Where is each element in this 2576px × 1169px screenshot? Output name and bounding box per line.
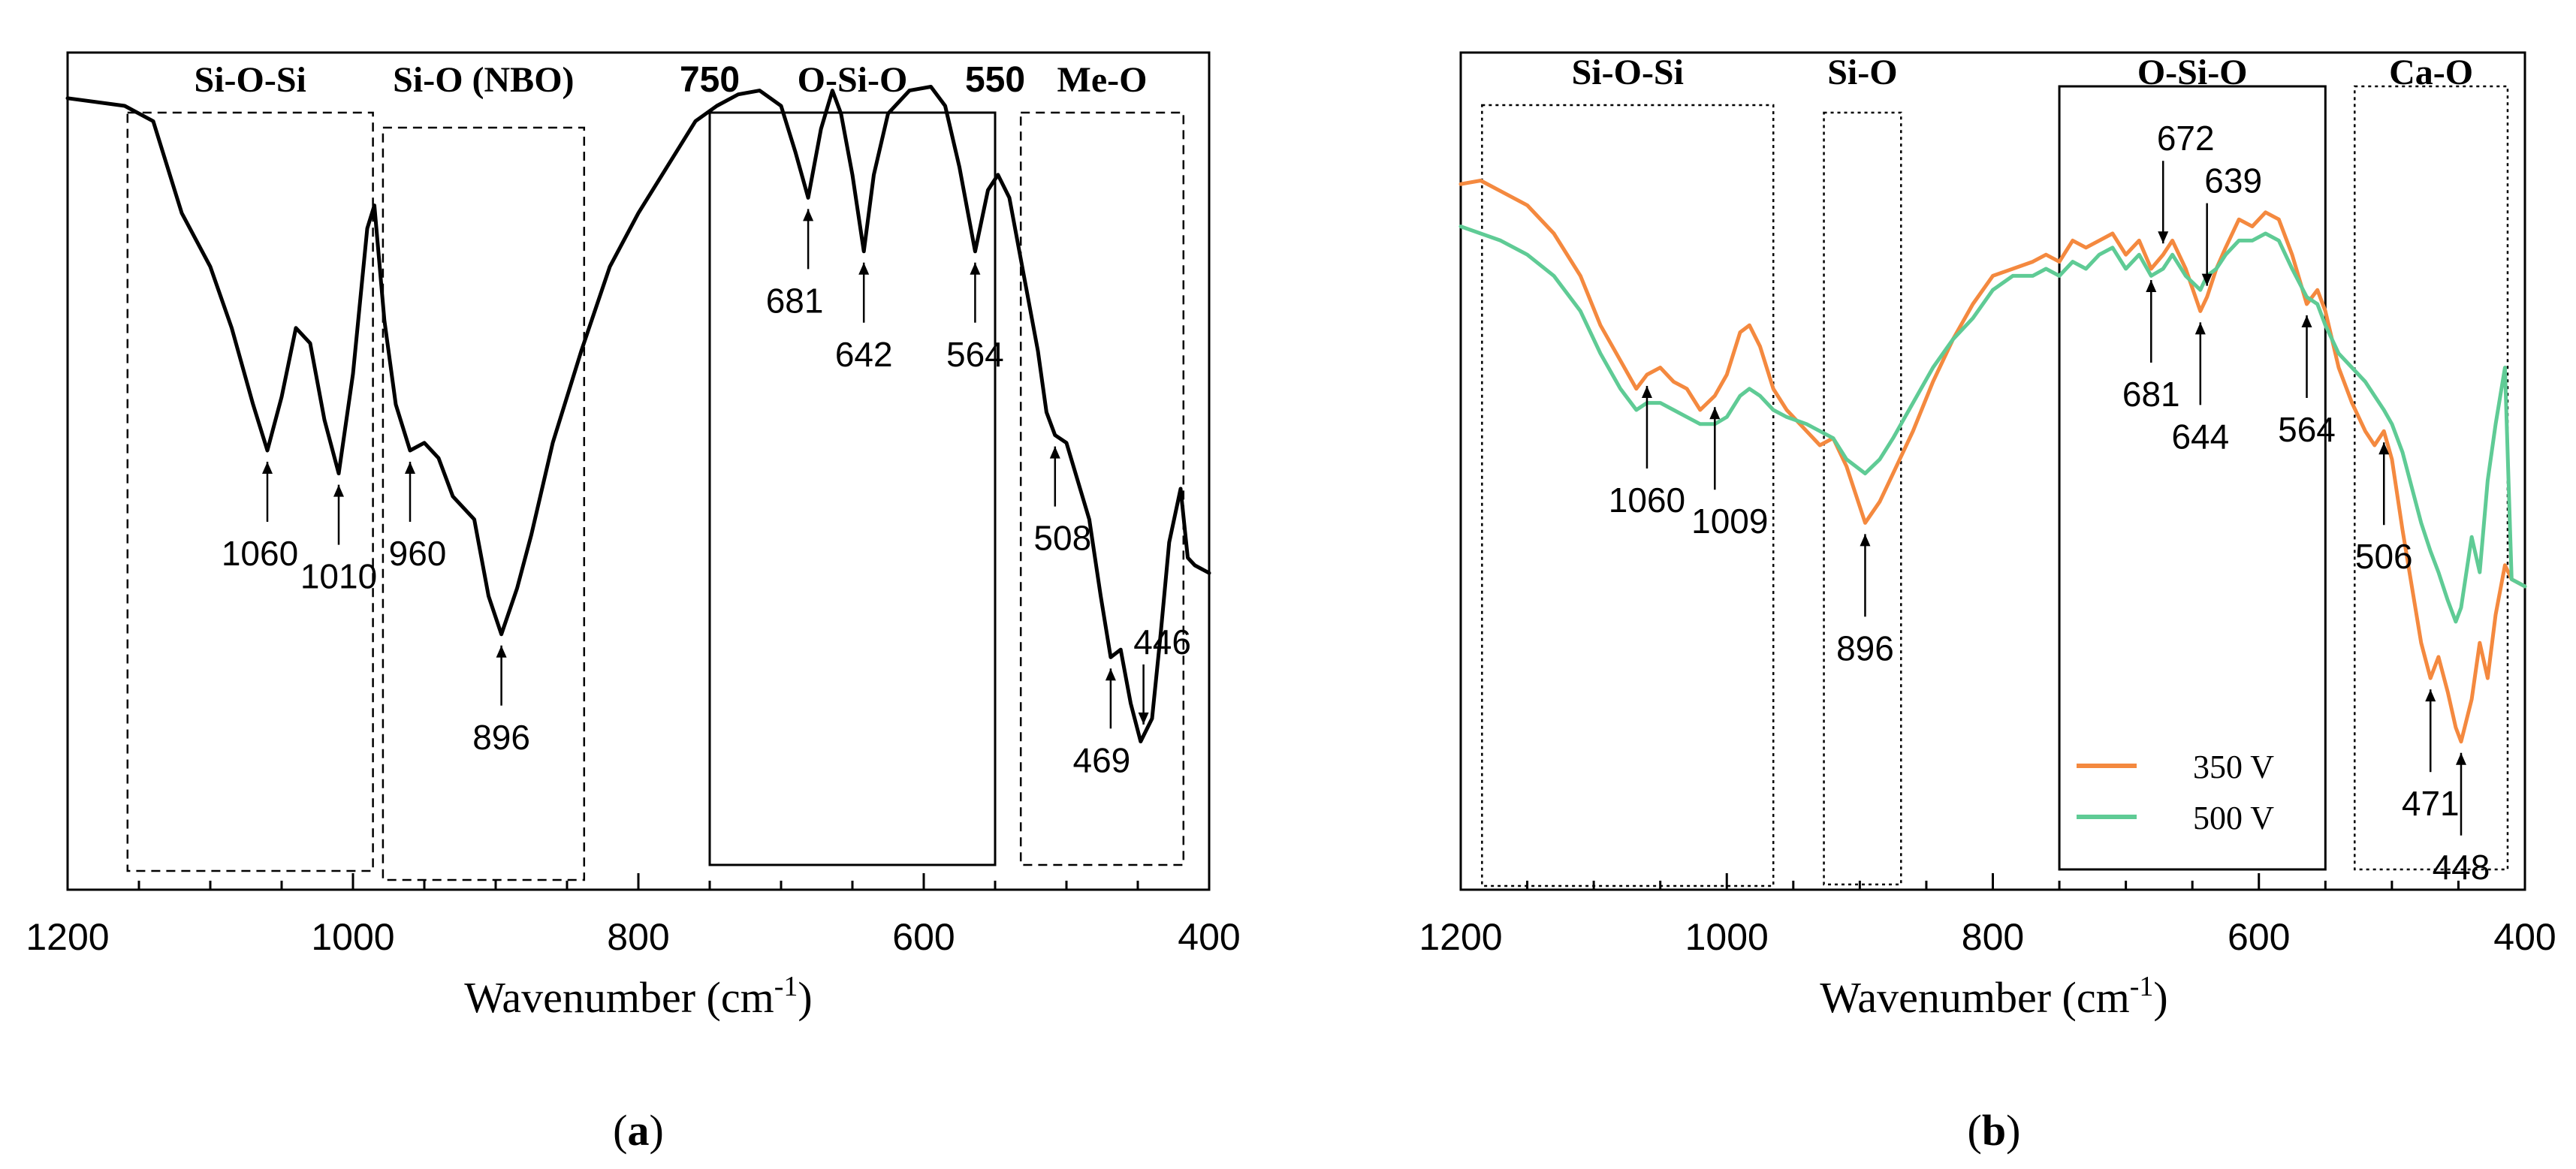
peak-label: 446 <box>1133 622 1191 661</box>
peak-arrowhead <box>2455 752 2466 765</box>
x-tick-label: 1000 <box>311 916 394 958</box>
peak-arrowhead <box>2146 280 2157 292</box>
series-line-spectrum <box>65 85 1211 744</box>
peak-arrowhead <box>262 462 273 474</box>
peak-label: 1009 <box>1691 502 1768 541</box>
region-box-si-o-nbo- <box>382 126 586 881</box>
x-tick-label: 800 <box>607 916 669 958</box>
peak-label: 471 <box>2402 784 2460 823</box>
region-label-ca-o: Ca-O <box>2389 53 2473 92</box>
x-tick-label: 1000 <box>1685 916 1769 958</box>
region-label-si-o: Si-O <box>1827 53 1897 92</box>
peak-arrowhead <box>2201 273 2213 286</box>
panel-b-x-ticks: 1200 1000 800 600 400 <box>1419 873 2556 958</box>
peak-arrowhead <box>1709 407 1721 420</box>
peak-arrowhead <box>970 262 981 275</box>
x-tick-label: 600 <box>892 916 955 958</box>
region-box-si-o-si <box>1481 104 1775 887</box>
region-edge-label: 550 <box>965 60 1025 100</box>
region-box-o-si-o <box>708 111 997 866</box>
peak-arrowhead <box>2158 231 2169 244</box>
x-tick-label: 1200 <box>26 916 109 958</box>
region-edge-label: 750 <box>680 60 740 100</box>
panel-b-regions: Si-O-Si Si-O O-Si-O Ca-O <box>1481 53 2509 887</box>
x-tick-label: 1200 <box>1419 916 1502 958</box>
peak-arrowhead <box>1138 712 1149 725</box>
peak-label: 564 <box>2278 410 2336 449</box>
region-label-o-si-o: O-Si-O <box>798 60 908 100</box>
panel-a-regions: Si-O-Si Si-O (NBO) O-Si-O 750 550 Me-O <box>126 60 1185 881</box>
peak-label: 644 <box>2171 417 2229 456</box>
region-box-ca-o <box>2354 85 2509 871</box>
peak-arrowhead <box>858 262 870 275</box>
peak-arrowhead <box>1641 386 1652 398</box>
peak-arrowhead <box>2378 442 2390 455</box>
peak-label: 448 <box>2433 848 2490 887</box>
peak-arrowhead <box>1860 534 1871 547</box>
x-tick-label: 600 <box>2228 916 2290 958</box>
peak-arrowhead <box>1049 446 1060 459</box>
panel-b-series <box>1458 179 2527 744</box>
region-box-si-o <box>1823 111 1902 886</box>
peak-label: 642 <box>835 335 893 374</box>
peak-arrowhead <box>2194 322 2206 335</box>
peak-label: 896 <box>1836 628 1894 667</box>
panel-b-frame <box>1459 51 2526 891</box>
legend-label-500v: 500 V <box>2193 800 2274 836</box>
panel-b-legend: 350 V 500 V <box>2077 749 2274 836</box>
region-box-o-si-o <box>2058 85 2327 871</box>
x-tick-label: 400 <box>2493 916 2556 958</box>
peak-arrowhead <box>405 462 415 474</box>
peak-label: 639 <box>2204 161 2262 200</box>
panel-a-label: (a) <box>613 1106 664 1155</box>
region-box-si-o-si <box>126 111 374 872</box>
series-line-350-v <box>1458 179 2527 744</box>
peak-label: 960 <box>389 534 447 573</box>
legend-label-350v: 350 V <box>2193 749 2274 785</box>
peak-label: 564 <box>946 335 1004 374</box>
series-line-500-v <box>1458 224 2527 624</box>
panel-a-x-axis-title: Wavenumber (cm-1) <box>464 971 812 1022</box>
peak-label: 672 <box>2157 119 2215 158</box>
region-label-me-o: Me-O <box>1057 60 1148 100</box>
panel-b: Si-O-Si Si-O O-Si-O Ca-O 106010098966816726… <box>1419 51 2556 1155</box>
peak-arrowhead <box>803 209 814 221</box>
region-label-si-o-nbo-: Si-O (NBO) <box>393 60 574 100</box>
region-label-o-si-o: O-Si-O <box>2137 53 2248 92</box>
peak-label: 1010 <box>300 557 377 596</box>
peak-arrowhead <box>496 645 507 658</box>
peak-arrowhead <box>333 484 344 497</box>
region-label-si-o-si: Si-O-Si <box>1572 53 1684 92</box>
panel-b-x-axis-title: Wavenumber (cm-1) <box>1820 971 2167 1022</box>
x-tick-label: 400 <box>1178 916 1240 958</box>
peak-label: 1060 <box>222 534 298 573</box>
peak-label: 681 <box>2122 375 2180 414</box>
panel-a-x-ticks: 1200 1000 800 600 400 <box>26 873 1241 958</box>
peak-label: 506 <box>2355 537 2413 576</box>
peak-label: 681 <box>766 281 824 320</box>
peak-arrowhead <box>2425 689 2436 702</box>
peak-label: 469 <box>1073 740 1131 779</box>
panel-a-series <box>65 85 1211 744</box>
peak-label: 508 <box>1033 519 1091 558</box>
peak-arrowhead <box>1105 668 1116 681</box>
panel-a-frame <box>66 51 1211 891</box>
panel-b-label: (b) <box>1968 1106 2021 1155</box>
peak-arrowhead <box>2301 315 2312 327</box>
region-box-me-o <box>1019 111 1185 866</box>
peak-label: 1060 <box>1609 481 1685 520</box>
region-label-si-o-si: Si-O-Si <box>195 60 306 100</box>
peak-label: 896 <box>472 718 530 757</box>
x-tick-label: 800 <box>1962 916 2024 958</box>
